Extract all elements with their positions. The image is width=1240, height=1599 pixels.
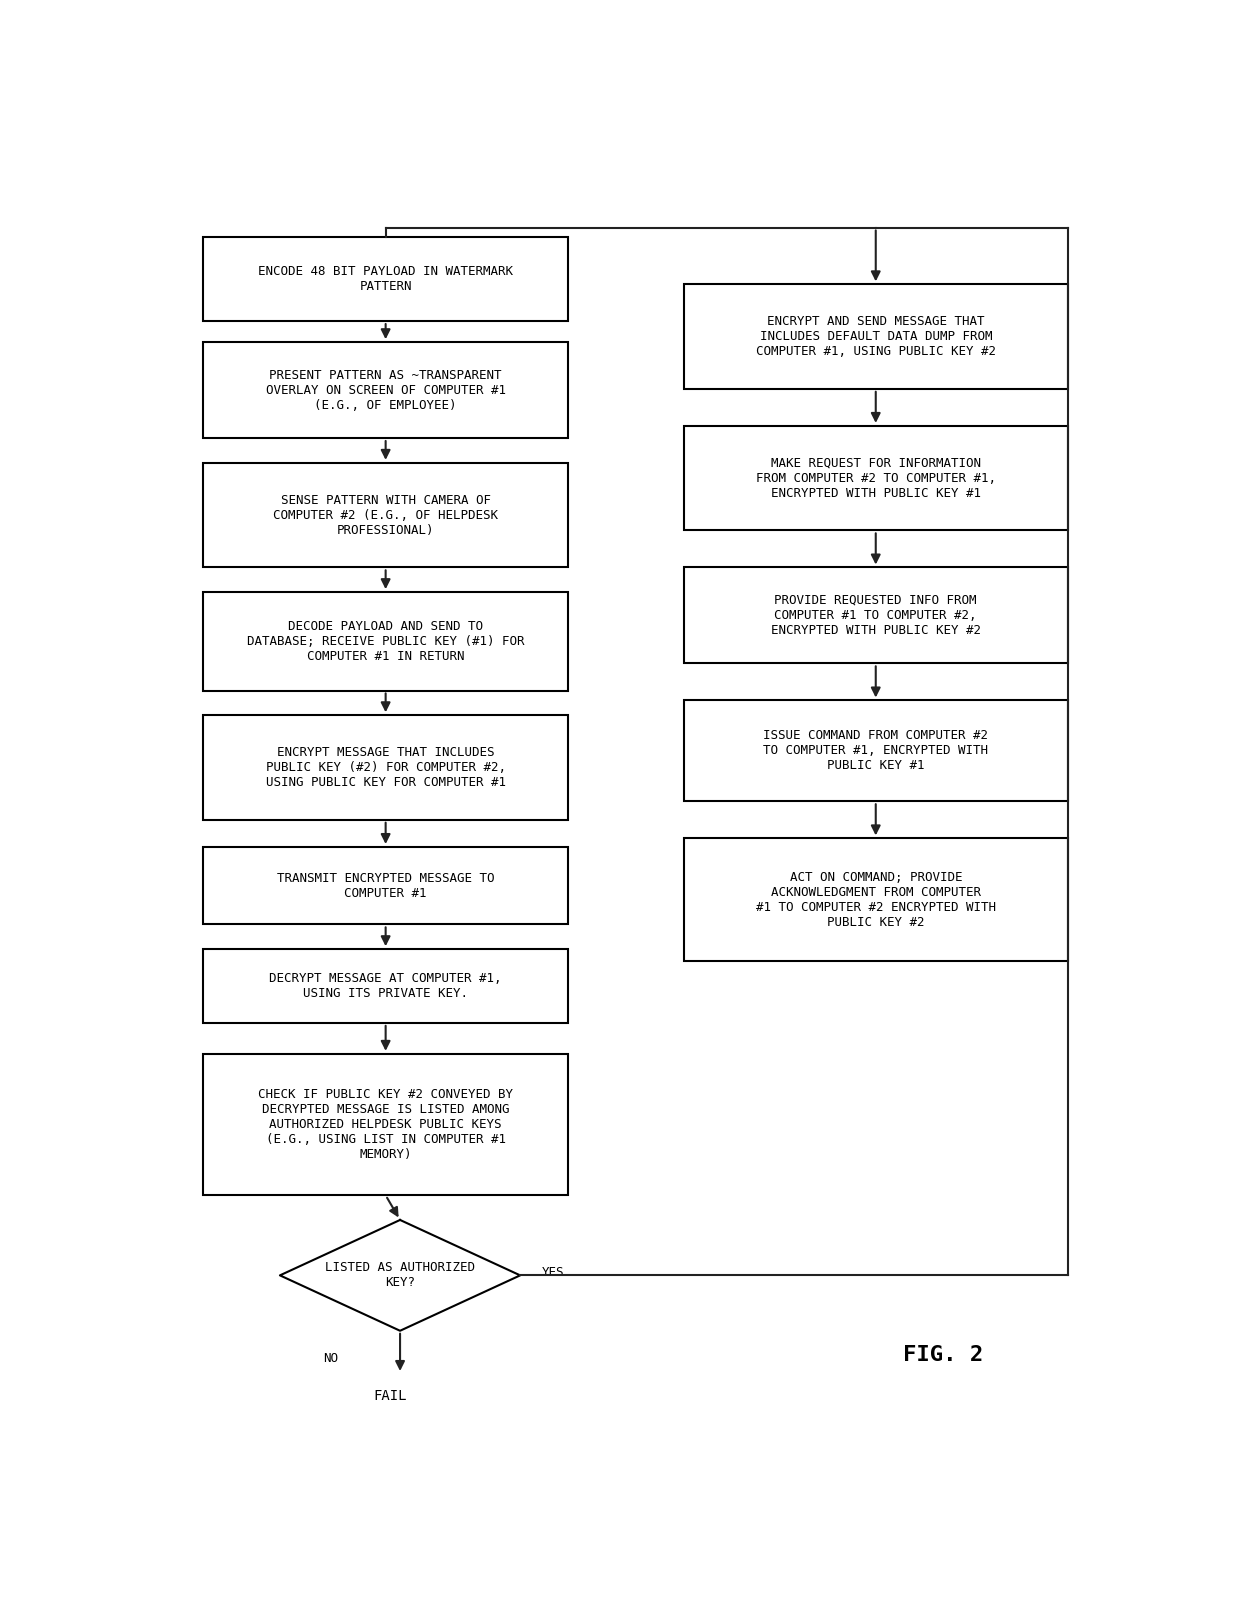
Text: ISSUE COMMAND FROM COMPUTER #2
TO COMPUTER #1, ENCRYPTED WITH
PUBLIC KEY #1: ISSUE COMMAND FROM COMPUTER #2 TO COMPUT… — [764, 729, 988, 772]
Text: TRANSMIT ENCRYPTED MESSAGE TO
COMPUTER #1: TRANSMIT ENCRYPTED MESSAGE TO COMPUTER #… — [277, 871, 495, 900]
FancyBboxPatch shape — [683, 838, 1068, 961]
Text: LISTED AS AUTHORIZED
KEY?: LISTED AS AUTHORIZED KEY? — [325, 1262, 475, 1289]
FancyBboxPatch shape — [683, 568, 1068, 664]
Text: DECRYPT MESSAGE AT COMPUTER #1,
USING ITS PRIVATE KEY.: DECRYPT MESSAGE AT COMPUTER #1, USING IT… — [269, 972, 502, 999]
Text: PRESENT PATTERN AS ~TRANSPARENT
OVERLAY ON SCREEN OF COMPUTER #1
(E.G., OF EMPLO: PRESENT PATTERN AS ~TRANSPARENT OVERLAY … — [265, 369, 506, 411]
Text: YES: YES — [542, 1266, 564, 1279]
FancyBboxPatch shape — [683, 700, 1068, 801]
FancyBboxPatch shape — [683, 285, 1068, 389]
FancyBboxPatch shape — [683, 425, 1068, 531]
FancyBboxPatch shape — [203, 462, 568, 568]
FancyBboxPatch shape — [203, 592, 568, 691]
Text: CHECK IF PUBLIC KEY #2 CONVEYED BY
DECRYPTED MESSAGE IS LISTED AMONG
AUTHORIZED : CHECK IF PUBLIC KEY #2 CONVEYED BY DECRY… — [258, 1087, 513, 1161]
Text: FIG. 2: FIG. 2 — [903, 1345, 983, 1366]
Polygon shape — [280, 1220, 521, 1330]
Text: ACT ON COMMAND; PROVIDE
ACKNOWLEDGMENT FROM COMPUTER
#1 TO COMPUTER #2 ENCRYPTED: ACT ON COMMAND; PROVIDE ACKNOWLEDGMENT F… — [755, 871, 996, 929]
FancyBboxPatch shape — [203, 950, 568, 1023]
FancyBboxPatch shape — [203, 715, 568, 820]
FancyBboxPatch shape — [203, 847, 568, 924]
Text: FAIL: FAIL — [373, 1390, 407, 1402]
Text: DECODE PAYLOAD AND SEND TO
DATABASE; RECEIVE PUBLIC KEY (#1) FOR
COMPUTER #1 IN : DECODE PAYLOAD AND SEND TO DATABASE; REC… — [247, 620, 525, 662]
Text: MAKE REQUEST FOR INFORMATION
FROM COMPUTER #2 TO COMPUTER #1,
ENCRYPTED WITH PUB: MAKE REQUEST FOR INFORMATION FROM COMPUT… — [755, 457, 996, 499]
FancyBboxPatch shape — [203, 342, 568, 438]
FancyBboxPatch shape — [203, 1054, 568, 1196]
Text: ENCODE 48 BIT PAYLOAD IN WATERMARK
PATTERN: ENCODE 48 BIT PAYLOAD IN WATERMARK PATTE… — [258, 265, 513, 293]
Text: ENCRYPT MESSAGE THAT INCLUDES
PUBLIC KEY (#2) FOR COMPUTER #2,
USING PUBLIC KEY : ENCRYPT MESSAGE THAT INCLUDES PUBLIC KEY… — [265, 747, 506, 788]
FancyBboxPatch shape — [203, 237, 568, 321]
Text: ENCRYPT AND SEND MESSAGE THAT
INCLUDES DEFAULT DATA DUMP FROM
COMPUTER #1, USING: ENCRYPT AND SEND MESSAGE THAT INCLUDES D… — [755, 315, 996, 358]
Text: NO: NO — [324, 1351, 339, 1364]
Text: PROVIDE REQUESTED INFO FROM
COMPUTER #1 TO COMPUTER #2,
ENCRYPTED WITH PUBLIC KE: PROVIDE REQUESTED INFO FROM COMPUTER #1 … — [771, 593, 981, 636]
Text: SENSE PATTERN WITH CAMERA OF
COMPUTER #2 (E.G., OF HELPDESK
PROFESSIONAL): SENSE PATTERN WITH CAMERA OF COMPUTER #2… — [273, 494, 498, 537]
